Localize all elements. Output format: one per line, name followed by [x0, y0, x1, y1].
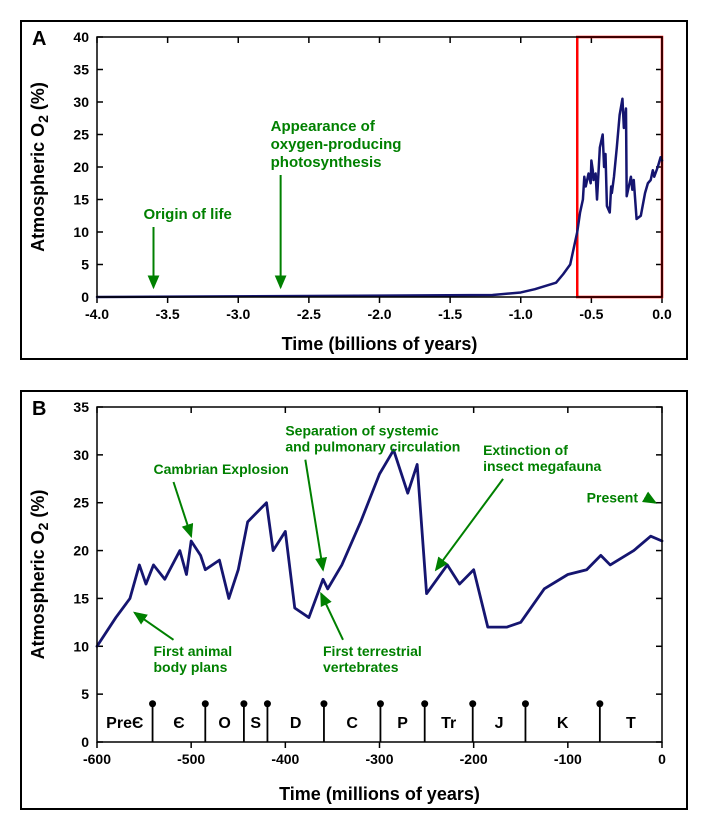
svg-text:-500: -500 — [177, 751, 205, 767]
svg-text:-2.5: -2.5 — [297, 306, 321, 322]
svg-text:20: 20 — [73, 543, 89, 559]
svg-text:-2.0: -2.0 — [367, 306, 391, 322]
svg-text:35: 35 — [73, 62, 89, 78]
svg-text:D: D — [290, 715, 302, 732]
svg-text:K: K — [557, 715, 569, 732]
svg-text:Separation of systemic: Separation of systemic — [285, 423, 438, 439]
svg-text:25: 25 — [73, 127, 89, 143]
svg-text:Atmospheric O2 (%): Atmospheric O2 (%) — [28, 82, 51, 252]
svg-text:oxygen-producing: oxygen-producing — [271, 136, 402, 153]
svg-text:J: J — [495, 715, 504, 732]
svg-text:PreЄ: PreЄ — [106, 715, 143, 732]
svg-text:First animal: First animal — [154, 643, 233, 659]
chart-b: -600 -500 -400 -300 -200 -100 0 0 5 10 15 20 25 30 35 T… — [22, 392, 686, 808]
svg-text:S: S — [250, 715, 261, 732]
svg-text:Cambrian Explosion: Cambrian Explosion — [154, 461, 289, 477]
svg-text:O: O — [218, 715, 230, 732]
svg-text:0.0: 0.0 — [652, 306, 672, 322]
svg-text:30: 30 — [73, 447, 89, 463]
svg-text:10: 10 — [73, 638, 89, 654]
svg-text:15: 15 — [73, 590, 89, 606]
chart-a: -4.0 -3.5 -3.0 -2.5 -2.0 -1.5 -1.0 -0.5 0.0 0 5 10 1… — [22, 22, 686, 358]
svg-text:-400: -400 — [271, 751, 299, 767]
svg-text:5: 5 — [81, 257, 89, 273]
svg-text:-3.0: -3.0 — [226, 306, 250, 322]
svg-text:-0.5: -0.5 — [579, 306, 603, 322]
svg-text:-300: -300 — [365, 751, 393, 767]
svg-text:-1.0: -1.0 — [509, 306, 533, 322]
figure-container: A -4.0 -3.5 -3.0 -2.5 -2.0 -1.5 -1.0 -0.5 0.0 0 5 1… — [20, 20, 688, 810]
svg-text:-3.5: -3.5 — [156, 306, 180, 322]
svg-text:0: 0 — [81, 289, 89, 305]
svg-text:20: 20 — [73, 159, 89, 175]
svg-text:P: P — [397, 715, 408, 732]
svg-text:C: C — [346, 715, 358, 732]
svg-text:photosynthesis: photosynthesis — [271, 154, 382, 171]
svg-text:25: 25 — [73, 495, 89, 511]
svg-text:Є: Є — [173, 715, 184, 732]
svg-text:-200: -200 — [460, 751, 488, 767]
svg-text:-100: -100 — [554, 751, 582, 767]
svg-text:Origin of life: Origin of life — [144, 206, 232, 223]
svg-text:T: T — [626, 715, 636, 732]
svg-text:35: 35 — [73, 399, 89, 415]
svg-text:40: 40 — [73, 29, 89, 45]
svg-text:Extinction of: Extinction of — [483, 442, 568, 458]
svg-text:body plans: body plans — [154, 659, 228, 675]
panel-a: A -4.0 -3.5 -3.0 -2.5 -2.0 -1.5 -1.0 -0.5 0.0 0 5 1… — [20, 20, 688, 360]
svg-text:30: 30 — [73, 94, 89, 110]
svg-text:insect megafauna: insect megafauna — [483, 458, 601, 474]
svg-text:and pulmonary circulation: and pulmonary circulation — [285, 439, 460, 455]
panel-b: B -600 -500 -400 -300 -200 -100 0 0 5 10 15 20 25 30 3… — [20, 390, 688, 810]
svg-text:-600: -600 — [83, 751, 111, 767]
svg-text:0: 0 — [81, 734, 89, 750]
svg-text:Time (billions of years): Time (billions of years) — [282, 334, 478, 354]
svg-text:Present: Present — [587, 490, 639, 506]
svg-text:vertebrates: vertebrates — [323, 659, 399, 675]
svg-text:Time (millions of years): Time (millions of years) — [279, 784, 480, 804]
svg-text:-4.0: -4.0 — [85, 306, 109, 322]
panel-b-label: B — [32, 398, 46, 421]
svg-text:Tr: Tr — [441, 715, 456, 732]
svg-text:Appearance of: Appearance of — [271, 118, 376, 135]
svg-text:Atmospheric O2 (%): Atmospheric O2 (%) — [28, 490, 51, 660]
svg-text:10: 10 — [73, 224, 89, 240]
panel-a-label: A — [32, 28, 46, 51]
svg-text:15: 15 — [73, 192, 89, 208]
svg-text:5: 5 — [81, 686, 89, 702]
svg-text:0: 0 — [658, 751, 666, 767]
svg-text:-1.5: -1.5 — [438, 306, 462, 322]
svg-text:First terrestrial: First terrestrial — [323, 643, 422, 659]
